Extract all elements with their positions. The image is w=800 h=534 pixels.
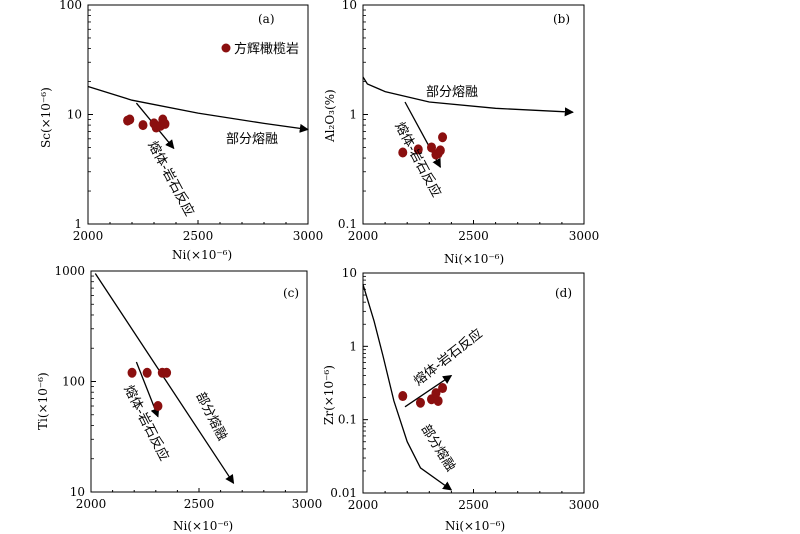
x-tick-label: 2000: [348, 498, 379, 512]
xlabel-b: Ni(×10⁻⁶): [444, 252, 504, 266]
plot-frame-b: [362, 4, 585, 225]
data-point: [438, 383, 448, 394]
y-tick-label: 0.1: [338, 413, 357, 427]
plot-frame-d: [362, 272, 585, 494]
anno-melt-rock-reaction-c: 熔体-岩石反应: [120, 383, 172, 464]
x-tick-label: 3000: [569, 229, 600, 243]
plot-frame-c: [90, 270, 308, 493]
xlabel-d: Ni(×10⁻⁶): [445, 519, 505, 533]
trend-arrow: [362, 76, 574, 117]
data-point: [160, 118, 170, 129]
trend-arrow: [404, 374, 453, 408]
legend-label: 方辉橄榄岩: [234, 41, 299, 57]
data-point: [438, 132, 448, 143]
y-tick-label: 10: [70, 485, 85, 499]
y-tick-label: 100: [59, 0, 82, 12]
data-point: [398, 147, 408, 158]
ylabel-c: Ti(×10⁻⁶): [36, 372, 50, 430]
data-point: [127, 367, 137, 378]
x-tick-label: 2500: [183, 229, 214, 243]
data-point: [413, 144, 423, 155]
panel-label-b: (b): [553, 12, 570, 26]
data-point: [138, 120, 148, 131]
anno-partial-melting-c: 部分熔融: [192, 390, 229, 443]
data-point: [162, 367, 172, 378]
x-tick-label: 3000: [292, 497, 323, 511]
panel-c: 2000 2500 3000 10 100 1000 (c) 部分熔融 熔体-岩石反应 N…: [36, 264, 322, 533]
y-tick-label: 1: [349, 108, 357, 122]
anno-partial-melting-d: 部分熔融: [418, 422, 458, 474]
panel-a: 2000 2500 3000 1 10 100 (a) 方辉橄榄岩 部分熔融 熔体-岩石反…: [39, 0, 323, 262]
plot-frame-a: [87, 4, 309, 225]
anno-partial-melting-a: 部分熔融: [226, 132, 278, 147]
trend-arrow: [87, 85, 309, 133]
x-tick-label: 2000: [76, 497, 107, 511]
y-tick-label: 10: [342, 266, 357, 280]
y-tick-label: 100: [62, 375, 85, 389]
data-point: [433, 395, 443, 406]
y-tick-label: 1000: [54, 264, 85, 278]
y-tick-label: 1: [349, 339, 357, 353]
ylabel-b: Al₂O₃(%): [323, 89, 337, 143]
xlabel-c: Ni(×10⁻⁶): [173, 519, 233, 533]
data-point: [435, 145, 445, 156]
data-point: [427, 142, 437, 153]
data-point: [415, 397, 425, 408]
y-tick-label: 10: [67, 108, 82, 122]
anno-melt-rock-reaction-a: 熔体-岩石反应: [144, 138, 197, 219]
data-point: [125, 114, 135, 125]
trend-arrow: [362, 284, 453, 491]
y-tick-label: 0.1: [338, 217, 357, 231]
y-tick-label: 10: [342, 0, 357, 12]
panel-label-a: (a): [258, 12, 275, 26]
x-tick-label: 2500: [458, 498, 489, 512]
x-tick-label: 2000: [73, 229, 104, 243]
y-tick-label: 0.01: [330, 486, 357, 500]
data-point: [142, 367, 152, 378]
y-tick-label: 1: [74, 217, 82, 231]
legend: 方辉橄榄岩: [221, 41, 299, 57]
anno-partial-melting-b: 部分熔融: [426, 85, 478, 100]
data-point: [398, 391, 408, 402]
legend-marker: [221, 43, 231, 53]
trend-arrow: [94, 273, 235, 485]
x-tick-label: 3000: [293, 229, 324, 243]
xlabel-a: Ni(×10⁻⁶): [172, 248, 232, 262]
x-tick-label: 2500: [458, 229, 489, 243]
ylabel-a: Sc(×10⁻⁶): [39, 87, 53, 148]
data-point: [431, 388, 441, 399]
data-point: [153, 401, 163, 412]
panel-label-c: (c): [283, 286, 299, 300]
ylabel-d: Zr(×10⁻⁶): [322, 365, 336, 425]
anno-melt-rock-reaction-d: 熔体-岩石反应: [411, 326, 486, 390]
x-tick-label: 2500: [184, 497, 215, 511]
x-tick-label: 3000: [569, 498, 600, 512]
panel-label-d: (d): [555, 286, 572, 300]
x-tick-label: 2000: [348, 229, 379, 243]
